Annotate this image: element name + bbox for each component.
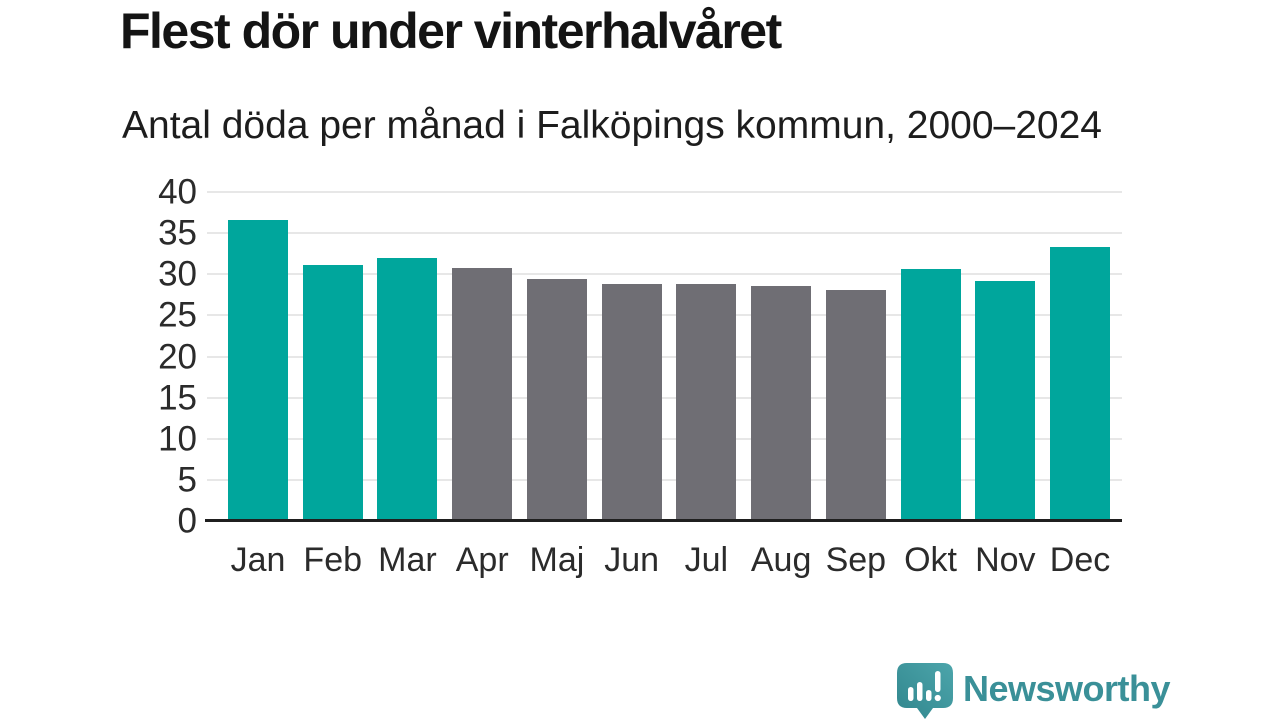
y-tick-label-15: 15 (158, 378, 197, 418)
bar-apr (452, 267, 513, 521)
gridline-10 (207, 437, 1122, 440)
x-axis-line (205, 519, 1122, 522)
y-axis-tick-labels: 0 5 10 15 20 25 30 35 40 (90, 175, 197, 539)
bar-jan (228, 219, 288, 521)
y-tick-label-0: 0 (177, 501, 197, 541)
x-tick-label-dec: Dec (1049, 541, 1111, 579)
y-tick-label-20: 20 (158, 337, 197, 376)
x-tick-label-jul: Jul (684, 541, 729, 579)
x-tick-label-feb: Feb (303, 541, 363, 579)
x-tick-label-apr: Apr (455, 541, 509, 579)
y-tick-label-25: 25 (158, 295, 197, 335)
bar-maj (526, 279, 587, 521)
bar-mar (377, 257, 438, 521)
gridline-5 (207, 478, 1122, 481)
x-tick-label-nov: Nov (975, 541, 1036, 579)
y-tick-label-35: 35 (158, 213, 197, 253)
gridline-30 (207, 273, 1122, 276)
newsworthy-logo-icon (897, 663, 953, 719)
chart-subtitle: Antal döda per månad i Falköpings kommun… (122, 104, 1102, 147)
bar-jun (601, 284, 662, 521)
newsworthy-logo-text: Newsworthy (963, 667, 1171, 709)
x-tick-label-okt: Okt (904, 541, 958, 579)
bar-feb (302, 265, 363, 521)
gridline-35 (207, 232, 1122, 235)
x-tick-label-jun: Jun (604, 541, 660, 579)
y-tick-label-30: 30 (158, 254, 197, 294)
gridline-20 (207, 355, 1122, 358)
bar-okt (900, 268, 961, 521)
y-tick-label-40: 40 (158, 172, 197, 212)
x-tick-label-mar: Mar (378, 541, 437, 579)
x-tick-label-sep: Sep (825, 541, 887, 579)
bar-dec (1050, 247, 1111, 521)
y-tick-label-10: 10 (158, 419, 197, 459)
bar-sep (825, 289, 886, 521)
x-tick-label-jan: Jan (230, 541, 286, 579)
gridline-40 (207, 191, 1122, 193)
y-tick-label-5: 5 (177, 460, 197, 500)
bar-aug (751, 285, 812, 521)
gridline-25 (207, 314, 1122, 317)
bar-jul (676, 284, 737, 521)
plot-area: Jan Feb Mar Apr Maj Jun Jul Aug Sep Okt Nov Dec (207, 191, 1122, 577)
gridline-15 (207, 396, 1122, 399)
bar-nov (975, 280, 1036, 521)
x-tick-label-maj: Maj (529, 541, 585, 579)
x-tick-label-aug: Aug (750, 541, 812, 579)
newsworthy-branding: Newsworthy (897, 663, 1171, 720)
chart-title: Flest dör under vinterhalvåret (120, 3, 782, 59)
